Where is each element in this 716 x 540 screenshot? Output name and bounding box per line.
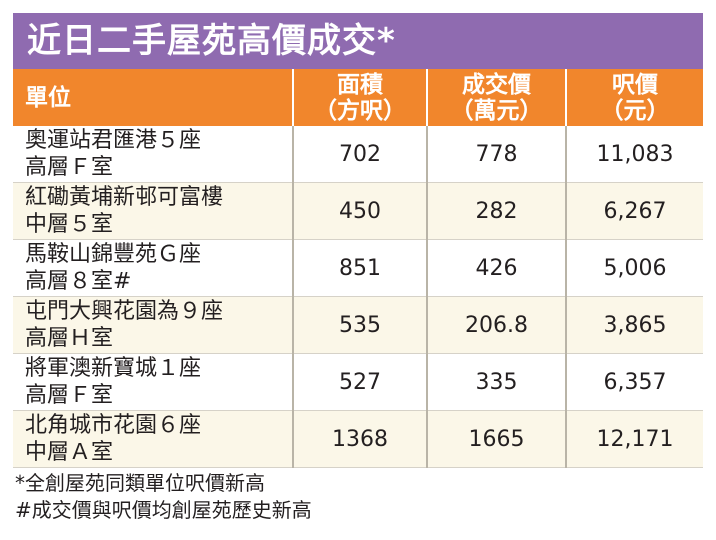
header-price-unit: （萬元） xyxy=(450,97,543,124)
unit-estate: 奧運站君匯港５座 xyxy=(25,128,202,153)
unit-cell: 馬鞍山錦豐苑Ｇ座 高層８室# xyxy=(13,239,293,297)
psf-cell: 5,006 xyxy=(565,239,703,297)
header-row: 單位 面積 （方呎） 成交價 （萬元） 呎價 （元） xyxy=(13,69,703,126)
header-area-unit: （方呎） xyxy=(314,97,406,124)
unit-flat: 高層８室# xyxy=(25,269,132,294)
table-row: 北角城市花園６座 中層Ａ室 1368 1665 12,171 xyxy=(13,410,703,468)
area-cell: 535 xyxy=(292,296,427,354)
header-price: 成交價 （萬元） xyxy=(426,69,566,126)
price-cell: 206.8 xyxy=(426,296,566,354)
transactions-table: 單位 面積 （方呎） 成交價 （萬元） 呎價 （元） 奧運站君匯港５座 高層Ｆ室 … xyxy=(13,69,703,468)
price-cell: 282 xyxy=(426,182,566,240)
footnotes: *全創屋苑同類單位呎價新高 #成交價與呎價均創屋苑歷史新高 xyxy=(15,470,312,524)
unit-cell: 北角城市花園６座 中層Ａ室 xyxy=(13,410,293,468)
psf-cell: 3,865 xyxy=(565,296,703,354)
header-psf: 呎價 （元） xyxy=(565,69,703,126)
header-area: 面積 （方呎） xyxy=(292,69,427,126)
footnote-record-both: #成交價與呎價均創屋苑歷史新高 xyxy=(15,498,312,522)
psf-cell: 12,171 xyxy=(565,410,703,468)
area-cell: 527 xyxy=(292,353,427,411)
footnote-record-psf: *全創屋苑同類單位呎價新高 xyxy=(15,471,265,495)
psf-cell: 6,357 xyxy=(565,353,703,411)
header-psf-label: 呎價 xyxy=(612,71,658,98)
psf-cell: 6,267 xyxy=(565,182,703,240)
unit-cell: 將軍澳新寶城１座 高層Ｆ室 xyxy=(13,353,293,411)
price-cell: 426 xyxy=(426,239,566,297)
table-row: 奧運站君匯港５座 高層Ｆ室 702 778 11,083 xyxy=(13,126,703,183)
price-cell: 778 xyxy=(426,126,566,183)
header-psf-unit: （元） xyxy=(600,97,670,124)
price-cell: 335 xyxy=(426,353,566,411)
header-area-label: 面積 xyxy=(337,71,383,98)
unit-flat: 高層Ｈ室 xyxy=(25,326,114,351)
price-cell: 1665 xyxy=(426,410,566,468)
psf-cell: 11,083 xyxy=(565,126,703,183)
unit-flat: 中層５室 xyxy=(25,212,114,237)
area-cell: 851 xyxy=(292,239,427,297)
unit-cell: 奧運站君匯港５座 高層Ｆ室 xyxy=(13,126,293,183)
unit-estate: 屯門大興花園為９座 xyxy=(25,299,224,324)
table-row: 紅磡黃埔新邨可富樓 中層５室 450 282 6,267 xyxy=(13,182,703,240)
unit-flat: 高層Ｆ室 xyxy=(25,155,114,180)
table-row: 屯門大興花園為９座 高層Ｈ室 535 206.8 3,865 xyxy=(13,296,703,354)
header-price-label: 成交價 xyxy=(462,71,531,98)
unit-estate: 紅磡黃埔新邨可富樓 xyxy=(25,185,224,210)
transactions-panel: 近日二手屋苑高價成交* 單位 面積 （方呎） 成交價 （萬元） 呎價 （元） xyxy=(13,13,703,468)
table-row: 將軍澳新寶城１座 高層Ｆ室 527 335 6,357 xyxy=(13,353,703,411)
unit-flat: 中層Ａ室 xyxy=(25,440,114,465)
table-row: 馬鞍山錦豐苑Ｇ座 高層８室# 851 426 5,006 xyxy=(13,239,703,297)
area-cell: 450 xyxy=(292,182,427,240)
unit-estate: 北角城市花園６座 xyxy=(25,413,202,438)
unit-flat: 高層Ｆ室 xyxy=(25,383,114,408)
area-cell: 1368 xyxy=(292,410,427,468)
header-unit: 單位 xyxy=(13,69,293,126)
unit-estate: 馬鞍山錦豐苑Ｇ座 xyxy=(25,242,202,267)
area-cell: 702 xyxy=(292,126,427,183)
unit-cell: 屯門大興花園為９座 高層Ｈ室 xyxy=(13,296,293,354)
header-unit-label: 單位 xyxy=(25,84,71,111)
unit-estate: 將軍澳新寶城１座 xyxy=(25,356,202,381)
unit-cell: 紅磡黃埔新邨可富樓 中層５室 xyxy=(13,182,293,240)
table-title: 近日二手屋苑高價成交* xyxy=(13,13,703,69)
